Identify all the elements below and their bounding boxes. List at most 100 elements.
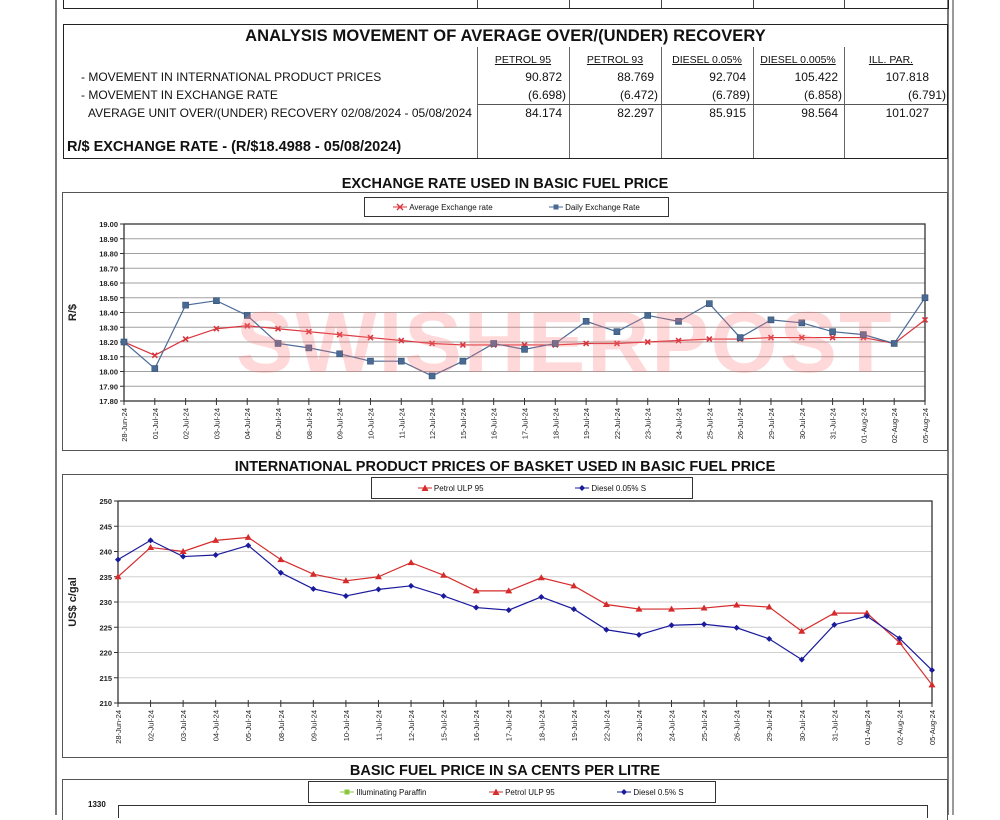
data-point: [440, 571, 448, 578]
chart2-legend: Petrol ULP 95 Diesel 0.05% S: [371, 477, 693, 499]
series-line: [117, 536, 933, 686]
data-point: [798, 334, 805, 341]
y-tick-label: 17.90: [99, 382, 118, 391]
x-tick-label: 22-Jul-24: [602, 710, 611, 741]
data-point: [668, 622, 675, 629]
data-point: [928, 681, 936, 688]
x-tick-label: 24-Jul-24: [675, 408, 684, 439]
data-point: [798, 627, 806, 634]
x-tick-label: 25-Jul-24: [700, 710, 709, 741]
data-point: [367, 334, 374, 341]
data-point: [706, 335, 713, 343]
y-tick-label: 235: [99, 573, 112, 582]
x-tick-label: 18-Jul-24: [537, 710, 546, 741]
legend-item-petrol: Petrol ULP 95: [417, 483, 484, 493]
watermark: SWISHERPOST: [236, 295, 894, 391]
column-header-diesel-005: DIESEL 0.05%: [672, 54, 742, 66]
data-point: [459, 341, 466, 349]
table-cell: 107.818: [885, 70, 929, 84]
data-point: [675, 318, 682, 325]
data-point: [706, 300, 713, 307]
data-point: [398, 337, 405, 344]
data-point: [701, 621, 708, 628]
data-point: [407, 559, 415, 566]
data-point: [552, 340, 559, 347]
x-tick-label: 18-Jul-24: [551, 408, 560, 439]
data-point: [490, 340, 497, 347]
x-tick-label: 17-Jul-24: [505, 710, 514, 741]
table-cell: (6.472): [619, 88, 658, 102]
chart1-title: EXCHANGE RATE USED IN BASIC FUEL PRICE: [341, 176, 669, 192]
table-cell: (6.789): [711, 88, 750, 102]
x-tick-label: 10-Jul-24: [342, 710, 351, 741]
data-point: [243, 312, 251, 319]
data-point: [305, 344, 313, 352]
table-cell: 82.297: [617, 106, 654, 120]
x-tick-label: 15-Jul-24: [440, 710, 449, 741]
x-tick-label: 16-Jul-24: [490, 408, 499, 439]
chart3-title: BASIC FUEL PRICE IN SA CENTS PER LITRE: [349, 763, 661, 779]
data-point: [829, 334, 836, 341]
data-point: [613, 340, 620, 347]
chart2-plot: 210 215 220 225 230 235 240 245 250 28-Jun-24 02-J…: [67, 497, 937, 745]
table-cell: 105.422: [794, 70, 838, 84]
y-tick-label: 18.00: [99, 368, 118, 377]
data-point: [582, 318, 590, 325]
row-label-avg-recovery: AVERAGE UNIT OVER/(UNDER) RECOVERY 02/08…: [88, 106, 472, 120]
data-point: [570, 606, 577, 613]
legend-label: Petrol ULP 95: [433, 483, 484, 493]
x-tick-label: 28-Jun-24: [120, 408, 129, 442]
series-line: [117, 539, 933, 671]
x-tick-label: 01-Aug-24: [863, 710, 872, 745]
table-cell: (6.698): [527, 88, 566, 102]
y-tick-label: 18.20: [99, 338, 118, 347]
data-point: [767, 316, 775, 324]
data-point: [583, 340, 590, 347]
data-point: [277, 556, 285, 563]
table-cell: 98.564: [801, 106, 838, 120]
y-tick-label: 245: [99, 522, 112, 531]
previous-table-remnant: [63, 0, 949, 9]
data-point: [798, 656, 805, 663]
y-tick-label: 18.10: [99, 353, 118, 362]
data-point: [733, 624, 740, 631]
column-header-diesel-0005: DIESEL 0.005%: [760, 54, 836, 66]
data-point: [521, 346, 528, 353]
data-point: [798, 319, 806, 327]
x-tick-label: 11-Jul-24: [374, 710, 383, 741]
data-point: [602, 601, 610, 608]
x-tick-label: 08-Jul-24: [305, 408, 314, 439]
data-point: [305, 328, 312, 335]
y-tick-label: 240: [99, 548, 112, 557]
x-tick-label: 26-Jul-24: [733, 710, 742, 741]
x-tick-label: 09-Jul-24: [309, 710, 318, 741]
data-point: [429, 340, 436, 347]
data-point: [212, 552, 219, 559]
data-point: [336, 331, 343, 338]
data-point: [472, 587, 480, 594]
data-point: [765, 603, 773, 610]
y-tick-label: 18.40: [99, 309, 118, 318]
row-label-exchange-rate: - MOVEMENT IN EXCHANGE RATE: [81, 88, 278, 102]
y-tick-label: 215: [99, 674, 112, 683]
x-tick-label: 31-Jul-24: [829, 408, 838, 439]
data-point: [151, 365, 159, 372]
x-tick-label: 05-Jul-24: [244, 710, 253, 741]
data-point: [890, 340, 898, 347]
data-point: [863, 609, 871, 616]
page-border-right-outer: [952, 0, 954, 815]
analysis-title: ANALYSIS MOVEMENT OF AVERAGE OVER/(UNDER…: [245, 27, 766, 45]
table-cell: 92.704: [709, 70, 746, 84]
data-point: [180, 553, 187, 560]
data-point: [408, 582, 415, 589]
y-tick-label: 18.80: [99, 250, 118, 259]
square-marker-icon: [549, 204, 564, 210]
data-point: [644, 338, 651, 346]
data-point: [151, 352, 158, 359]
diamond-marker-icon: [575, 485, 590, 491]
x-tick-label: 04-Jul-24: [243, 408, 252, 439]
page-border-right: [947, 0, 949, 815]
analysis-table: ANALYSIS MOVEMENT OF AVERAGE OVER/(UNDER…: [63, 24, 948, 159]
y-axis-label: R/$: [67, 304, 79, 321]
legend-label: Diesel 0.05% S: [591, 483, 647, 493]
